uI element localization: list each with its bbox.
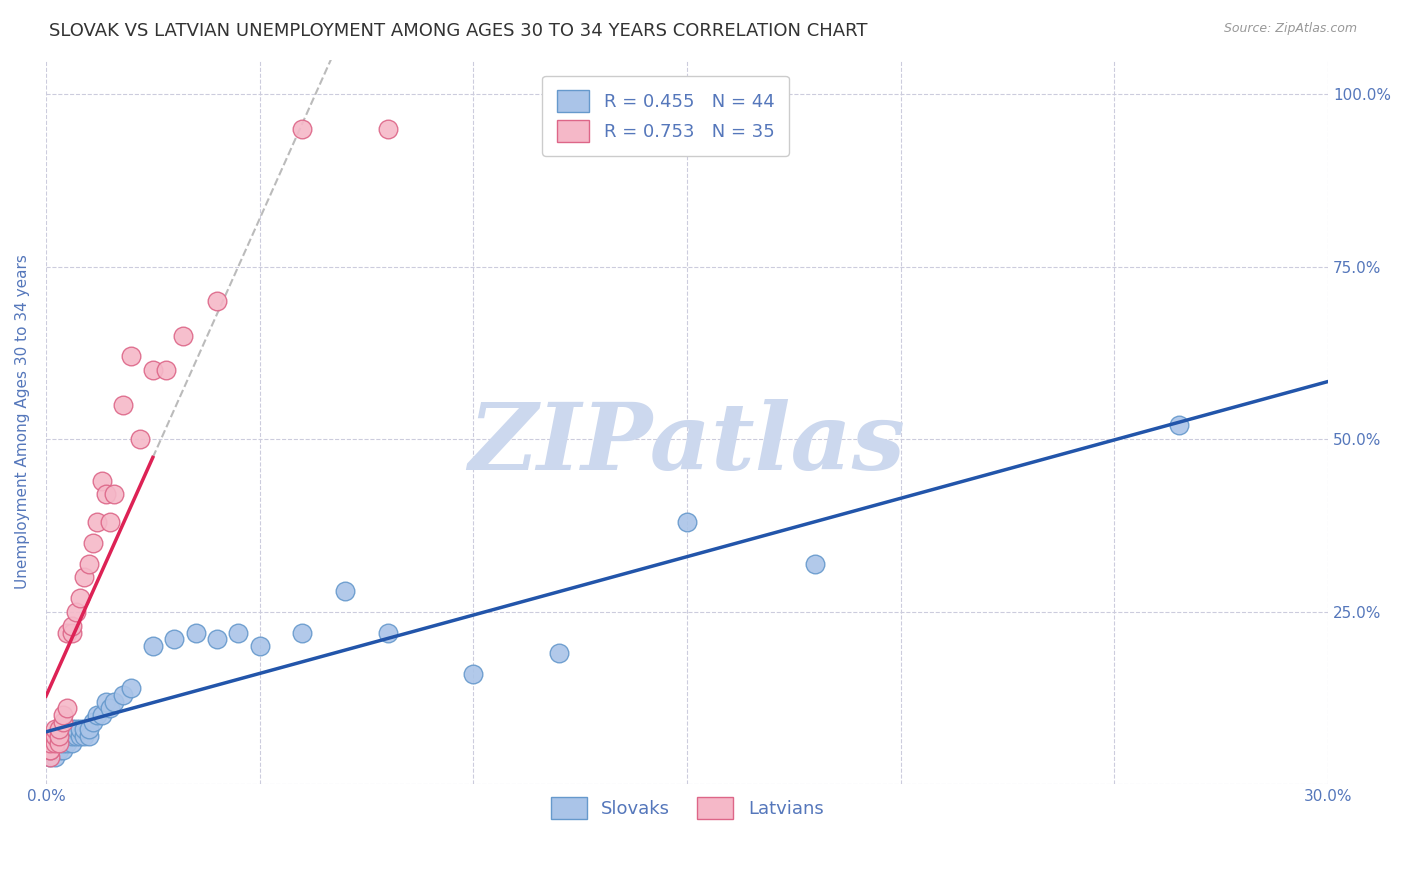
Point (69, 591, 91, 605)
Point (82, 715, 104, 730)
Point (103, 695, 125, 709)
Point (205, 294, 228, 309)
Point (77, 557, 100, 571)
Point (60, 729, 83, 743)
Point (86, 708, 108, 723)
Point (48, 736, 70, 750)
Point (226, 625, 249, 640)
Point (73, 570, 96, 584)
Point (48, 722, 70, 736)
Point (547, 646, 569, 660)
Point (39, 743, 62, 757)
Point (377, 121, 399, 136)
Point (65, 722, 87, 736)
Point (39, 749, 62, 764)
Point (291, 121, 314, 136)
Point (39, 749, 62, 764)
Text: ZIPatlas: ZIPatlas (468, 399, 905, 489)
Point (142, 640, 165, 654)
Point (98, 515, 121, 529)
Point (377, 625, 399, 640)
Point (52, 708, 75, 723)
Point (65, 605, 87, 619)
Point (94, 487, 117, 501)
Legend: Slovaks, Latvians: Slovaks, Latvians (543, 789, 831, 826)
Point (1167, 418, 1189, 433)
Point (60, 618, 83, 632)
Point (676, 515, 699, 529)
Text: SLOVAK VS LATVIAN UNEMPLOYMENT AMONG AGES 30 TO 34 YEARS CORRELATION CHART: SLOVAK VS LATVIAN UNEMPLOYMENT AMONG AGE… (49, 22, 868, 40)
Point (163, 632, 186, 647)
Point (86, 515, 108, 529)
Point (73, 722, 96, 736)
Y-axis label: Unemployment Among Ages 30 to 34 years: Unemployment Among Ages 30 to 34 years (15, 254, 30, 590)
Point (463, 667, 485, 681)
Point (90, 708, 112, 723)
Point (60, 736, 83, 750)
Point (103, 487, 125, 501)
Point (56, 701, 79, 715)
Point (52, 743, 75, 757)
Point (60, 625, 83, 640)
Point (172, 328, 194, 343)
Point (155, 363, 177, 377)
Point (39, 736, 62, 750)
Point (120, 681, 142, 695)
Point (44, 749, 66, 764)
Point (291, 625, 314, 640)
Point (120, 350, 142, 364)
Point (111, 688, 134, 702)
Point (69, 729, 91, 743)
Point (44, 729, 66, 743)
Point (205, 632, 228, 647)
Point (184, 625, 207, 640)
Point (129, 432, 152, 446)
Point (73, 729, 96, 743)
Point (60, 722, 83, 736)
Point (39, 743, 62, 757)
Point (44, 722, 66, 736)
Point (249, 640, 271, 654)
Point (82, 536, 104, 550)
Point (39, 743, 62, 757)
Point (48, 729, 70, 743)
Point (69, 722, 91, 736)
Point (48, 736, 70, 750)
Point (98, 701, 121, 715)
Point (94, 695, 117, 709)
Point (56, 729, 79, 743)
Point (56, 736, 79, 750)
Point (65, 729, 87, 743)
Point (52, 715, 75, 730)
Point (56, 625, 79, 640)
Point (48, 729, 70, 743)
Point (52, 736, 75, 750)
Point (77, 722, 100, 736)
Point (44, 743, 66, 757)
Point (142, 363, 165, 377)
Point (111, 398, 134, 412)
Text: Source: ZipAtlas.com: Source: ZipAtlas.com (1223, 22, 1357, 36)
Point (48, 743, 70, 757)
Point (90, 474, 112, 488)
Point (77, 729, 100, 743)
Point (804, 557, 827, 571)
Point (44, 736, 66, 750)
Point (333, 584, 356, 599)
